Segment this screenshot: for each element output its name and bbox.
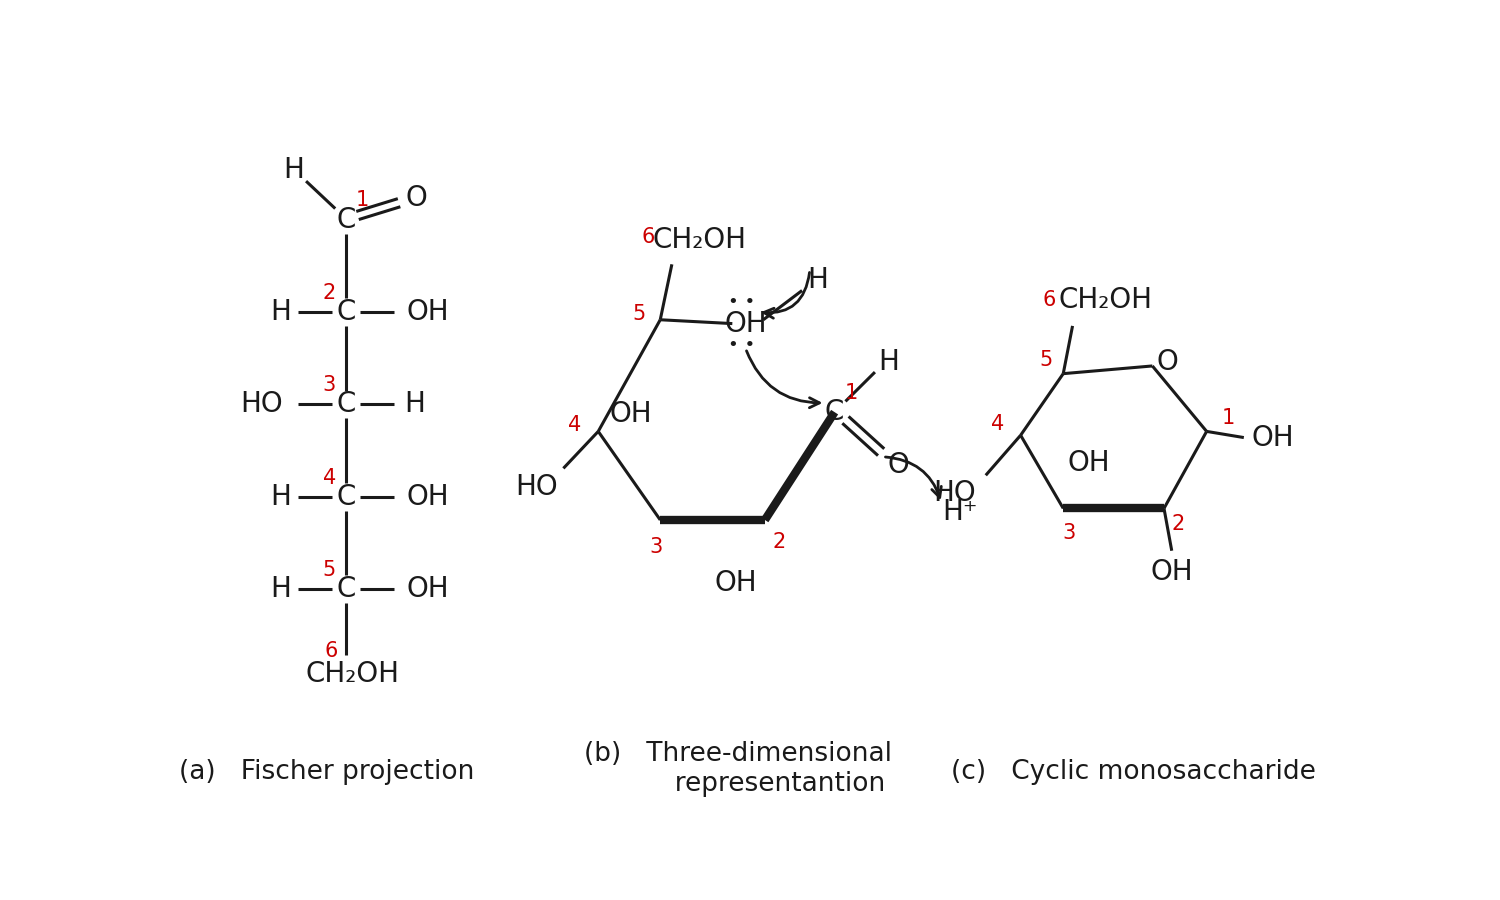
Text: OH: OH [406, 575, 448, 603]
Text: 3: 3 [1064, 523, 1076, 543]
Text: 2: 2 [322, 283, 336, 302]
Text: H: H [284, 156, 304, 184]
Text: 6: 6 [1042, 291, 1056, 310]
Text: H⁺: H⁺ [942, 499, 978, 526]
Text: OH: OH [724, 310, 768, 338]
Text: (c)   Cyclic monosaccharide: (c) Cyclic monosaccharide [951, 759, 1316, 785]
Text: HO: HO [933, 479, 976, 507]
Text: • •: • • [728, 293, 754, 311]
Text: OH: OH [1150, 557, 1192, 586]
Text: 1: 1 [844, 382, 858, 403]
Text: 4: 4 [322, 468, 336, 488]
Text: O: O [405, 184, 427, 212]
Text: OH: OH [609, 400, 652, 428]
Text: OH: OH [714, 569, 758, 597]
Text: HO: HO [240, 391, 282, 419]
Text: H: H [807, 266, 828, 294]
Text: C: C [336, 205, 356, 234]
Text: 6: 6 [324, 641, 338, 661]
Text: 1: 1 [1221, 408, 1234, 427]
Text: H: H [270, 575, 291, 603]
Text: 5: 5 [632, 303, 645, 324]
Text: H: H [879, 348, 900, 376]
Text: OH: OH [406, 298, 448, 326]
Text: CH₂OH: CH₂OH [1059, 286, 1154, 314]
Text: (b)   Three-dimensional
          representantion: (b) Three-dimensional representantion [584, 741, 891, 796]
Text: O: O [888, 451, 909, 479]
Text: 2: 2 [772, 532, 786, 552]
Text: C: C [336, 575, 356, 603]
Text: H: H [270, 298, 291, 326]
Text: 3: 3 [650, 537, 663, 557]
Text: CH₂OH: CH₂OH [306, 660, 399, 688]
Text: 4: 4 [568, 415, 582, 436]
Text: 3: 3 [322, 375, 336, 395]
Text: C: C [336, 298, 356, 326]
Text: 4: 4 [990, 414, 1004, 434]
Text: C: C [336, 391, 356, 419]
Text: CH₂OH: CH₂OH [652, 226, 746, 254]
Text: 6: 6 [642, 228, 656, 248]
Text: (a)   Fischer projection: (a) Fischer projection [180, 759, 474, 785]
Text: 5: 5 [1040, 350, 1053, 370]
Text: HO: HO [514, 472, 558, 500]
Text: OH: OH [1066, 448, 1110, 477]
Text: 2: 2 [1172, 514, 1185, 534]
Text: O: O [1156, 348, 1179, 376]
Text: 5: 5 [322, 560, 336, 580]
Text: H: H [404, 391, 424, 419]
Text: OH: OH [1251, 424, 1294, 452]
Text: 1: 1 [356, 191, 369, 211]
Text: OH: OH [406, 482, 448, 511]
Text: • •: • • [728, 337, 754, 355]
Text: C: C [336, 482, 356, 511]
Text: H: H [270, 482, 291, 511]
Text: C: C [825, 398, 844, 427]
